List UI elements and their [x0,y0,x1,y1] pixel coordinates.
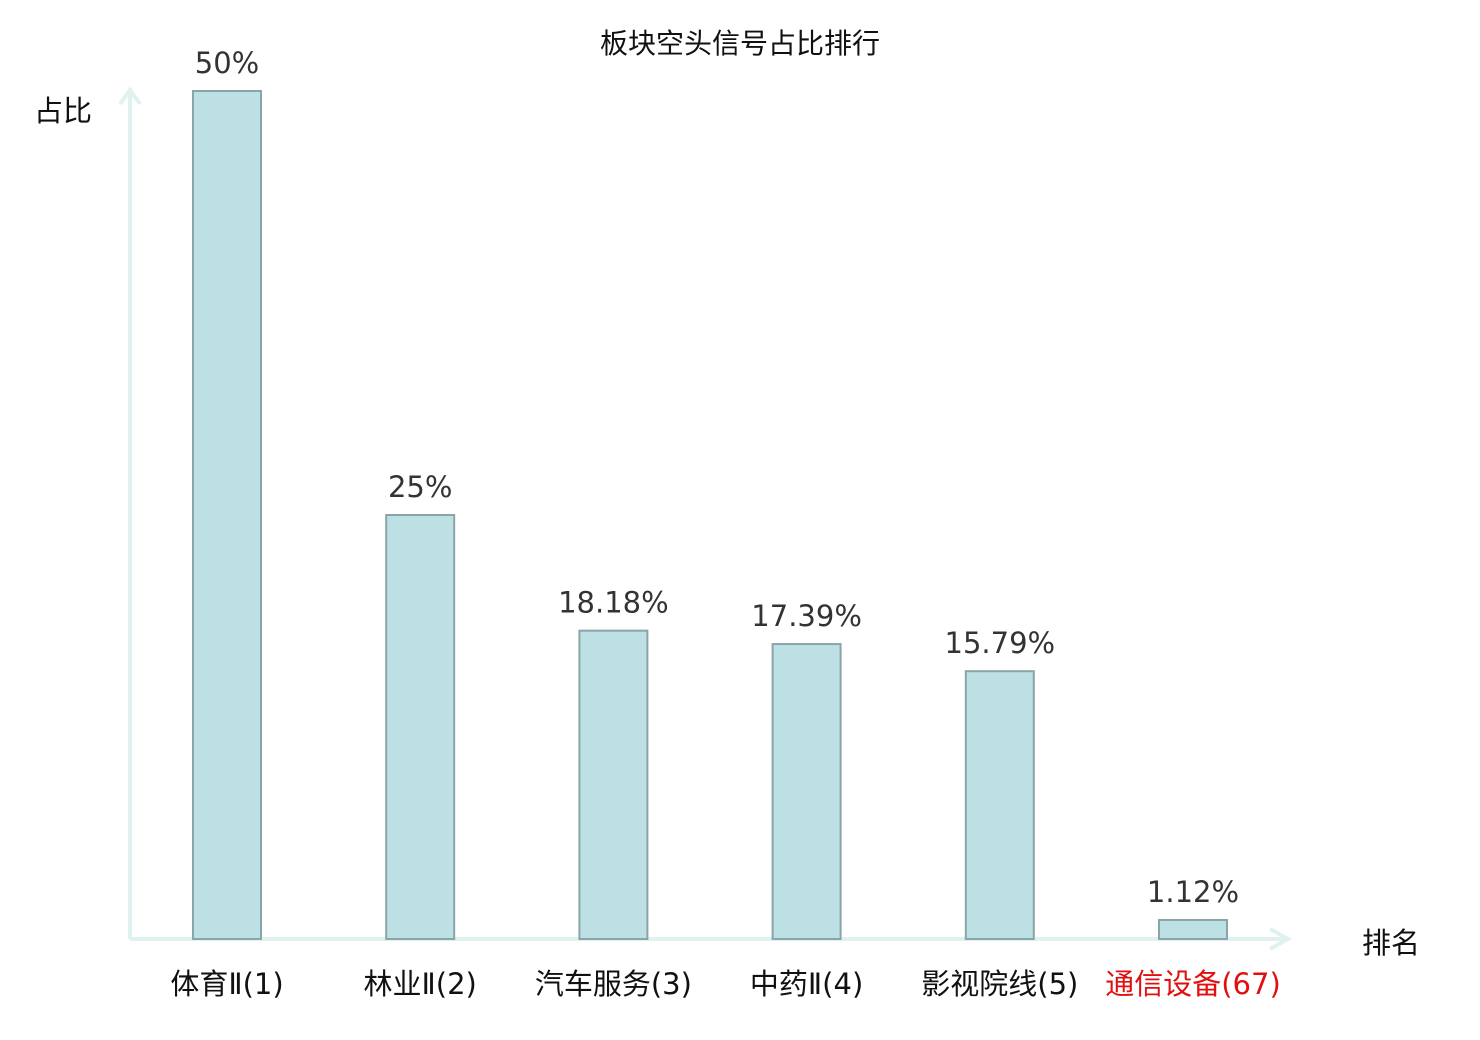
x-tick-label: 通信设备(67) [1105,967,1281,1001]
x-tick-label: 影视院线(5) [921,967,1078,1001]
x-tick-label: 中药Ⅱ(4) [750,967,863,1001]
data-label: 18.18% [558,586,669,620]
data-label: 25% [388,470,452,504]
x-tick-label: 林业Ⅱ(2) [364,967,477,1001]
x-tick-label: 体育Ⅱ(1) [170,967,283,1001]
y-axis-label: 占比 [34,94,92,128]
bar [192,90,262,940]
bar [1158,919,1228,941]
data-label: 50% [195,46,259,80]
chart-title: 板块空头信号占比排行 [600,27,880,60]
bar [964,670,1035,940]
y-axis-arrow-icon [118,86,142,106]
data-label: 15.79% [945,626,1056,660]
data-label: 1.12% [1147,875,1239,909]
bar [385,514,456,940]
bar [578,629,649,940]
data-label: 17.39% [751,599,862,633]
x-axis-label: 排名 [1362,926,1420,960]
bar [771,643,842,940]
x-axis-arrow-icon [1269,927,1293,951]
x-tick-label: 汽车服务(3) [535,967,692,1001]
